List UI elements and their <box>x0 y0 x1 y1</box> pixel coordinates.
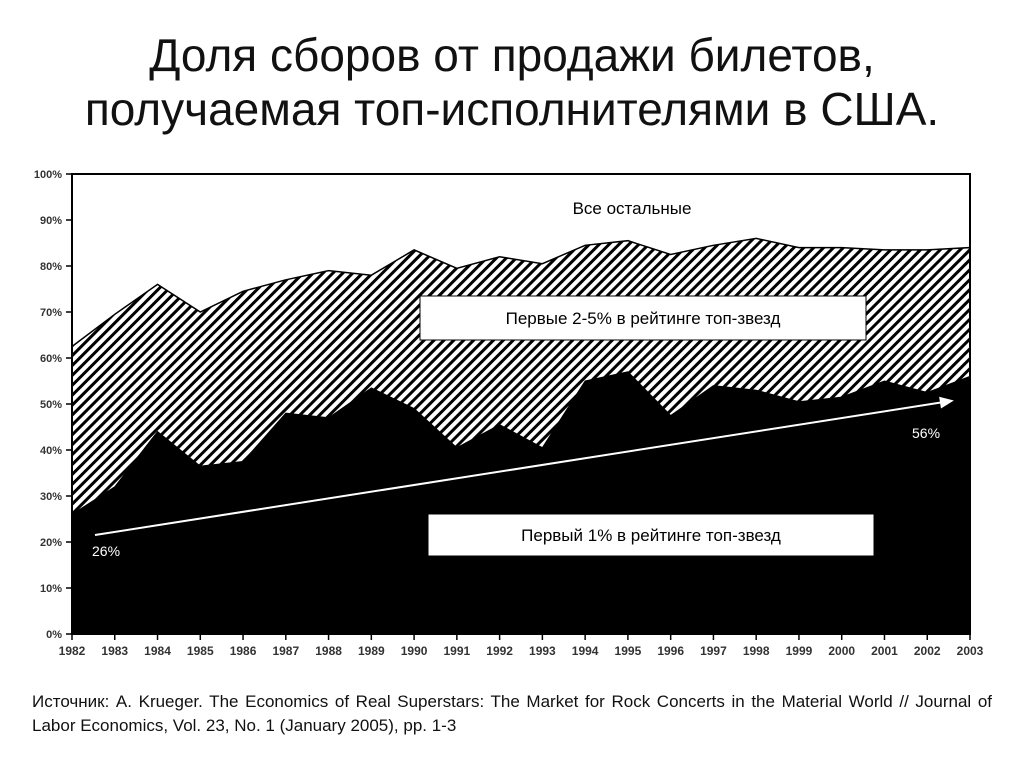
source-citation: Источник: A. Krueger. The Economics of R… <box>32 692 992 735</box>
y-tick-label: 80% <box>40 261 62 273</box>
y-tick-label: 70% <box>40 307 62 319</box>
x-tick-label: 1983 <box>101 644 128 658</box>
y-tick-label: 40% <box>40 445 62 457</box>
label-others: Все остальные <box>573 199 692 218</box>
y-tick-label: 0% <box>46 629 62 641</box>
x-tick-label: 1986 <box>230 644 257 658</box>
x-tick-label: 2000 <box>828 644 855 658</box>
y-tick-label: 30% <box>40 491 62 503</box>
x-tick-label: 1993 <box>529 644 556 658</box>
y-tick-label: 100% <box>34 169 62 181</box>
x-tick-label: 1997 <box>700 644 727 658</box>
area-top-1-percent <box>71 371 971 635</box>
x-tick-label: 1995 <box>615 644 642 658</box>
x-tick-label: 2003 <box>957 644 984 658</box>
x-tick-label: 1988 <box>315 644 342 658</box>
x-tick-label: 1994 <box>572 644 599 658</box>
slide-title-line1: Доля сборов от продажи билетов, <box>149 29 875 81</box>
trend-arrow-line <box>94 401 945 536</box>
label-box-top-1-percent <box>427 513 875 557</box>
x-tick-label: 1989 <box>358 644 385 658</box>
x-tick-label: 2001 <box>871 644 898 658</box>
trend-label-end: 56% <box>912 425 940 441</box>
y-tick-label: 60% <box>40 353 62 365</box>
y-tick-label: 90% <box>40 215 62 227</box>
slide-title-line2: получаемая топ-исполнителями в США. <box>84 83 940 135</box>
x-tick-label: 1996 <box>657 644 684 658</box>
x-tick-label: 1982 <box>59 644 86 658</box>
slide-title: Доля сборов от продажи билетов, получаем… <box>0 28 1024 136</box>
label-box-top-2-5-percent <box>419 295 867 341</box>
label-top-1-percent: Первый 1% в рейтинге топ-звезд <box>521 526 781 545</box>
x-tick-label: 1990 <box>401 644 428 658</box>
x-tick-label: 1987 <box>272 644 299 658</box>
y-tick-label: 20% <box>40 537 62 549</box>
x-tick-label: 1999 <box>786 644 813 658</box>
x-tick-label: 1992 <box>486 644 513 658</box>
x-tick-label: 1985 <box>187 644 214 658</box>
x-tick-label: 1998 <box>743 644 770 658</box>
trend-label-start: 26% <box>92 543 120 559</box>
x-tick-label: 1984 <box>144 644 171 658</box>
y-tick-label: 10% <box>40 583 62 595</box>
trend-arrow-head <box>939 396 954 409</box>
label-top-2-5-percent: Первые 2-5% в рейтинге топ-звезд <box>506 309 781 328</box>
x-tick-label: 1991 <box>444 644 471 658</box>
x-tick-label: 2002 <box>914 644 941 658</box>
y-tick-label: 50% <box>40 399 62 411</box>
